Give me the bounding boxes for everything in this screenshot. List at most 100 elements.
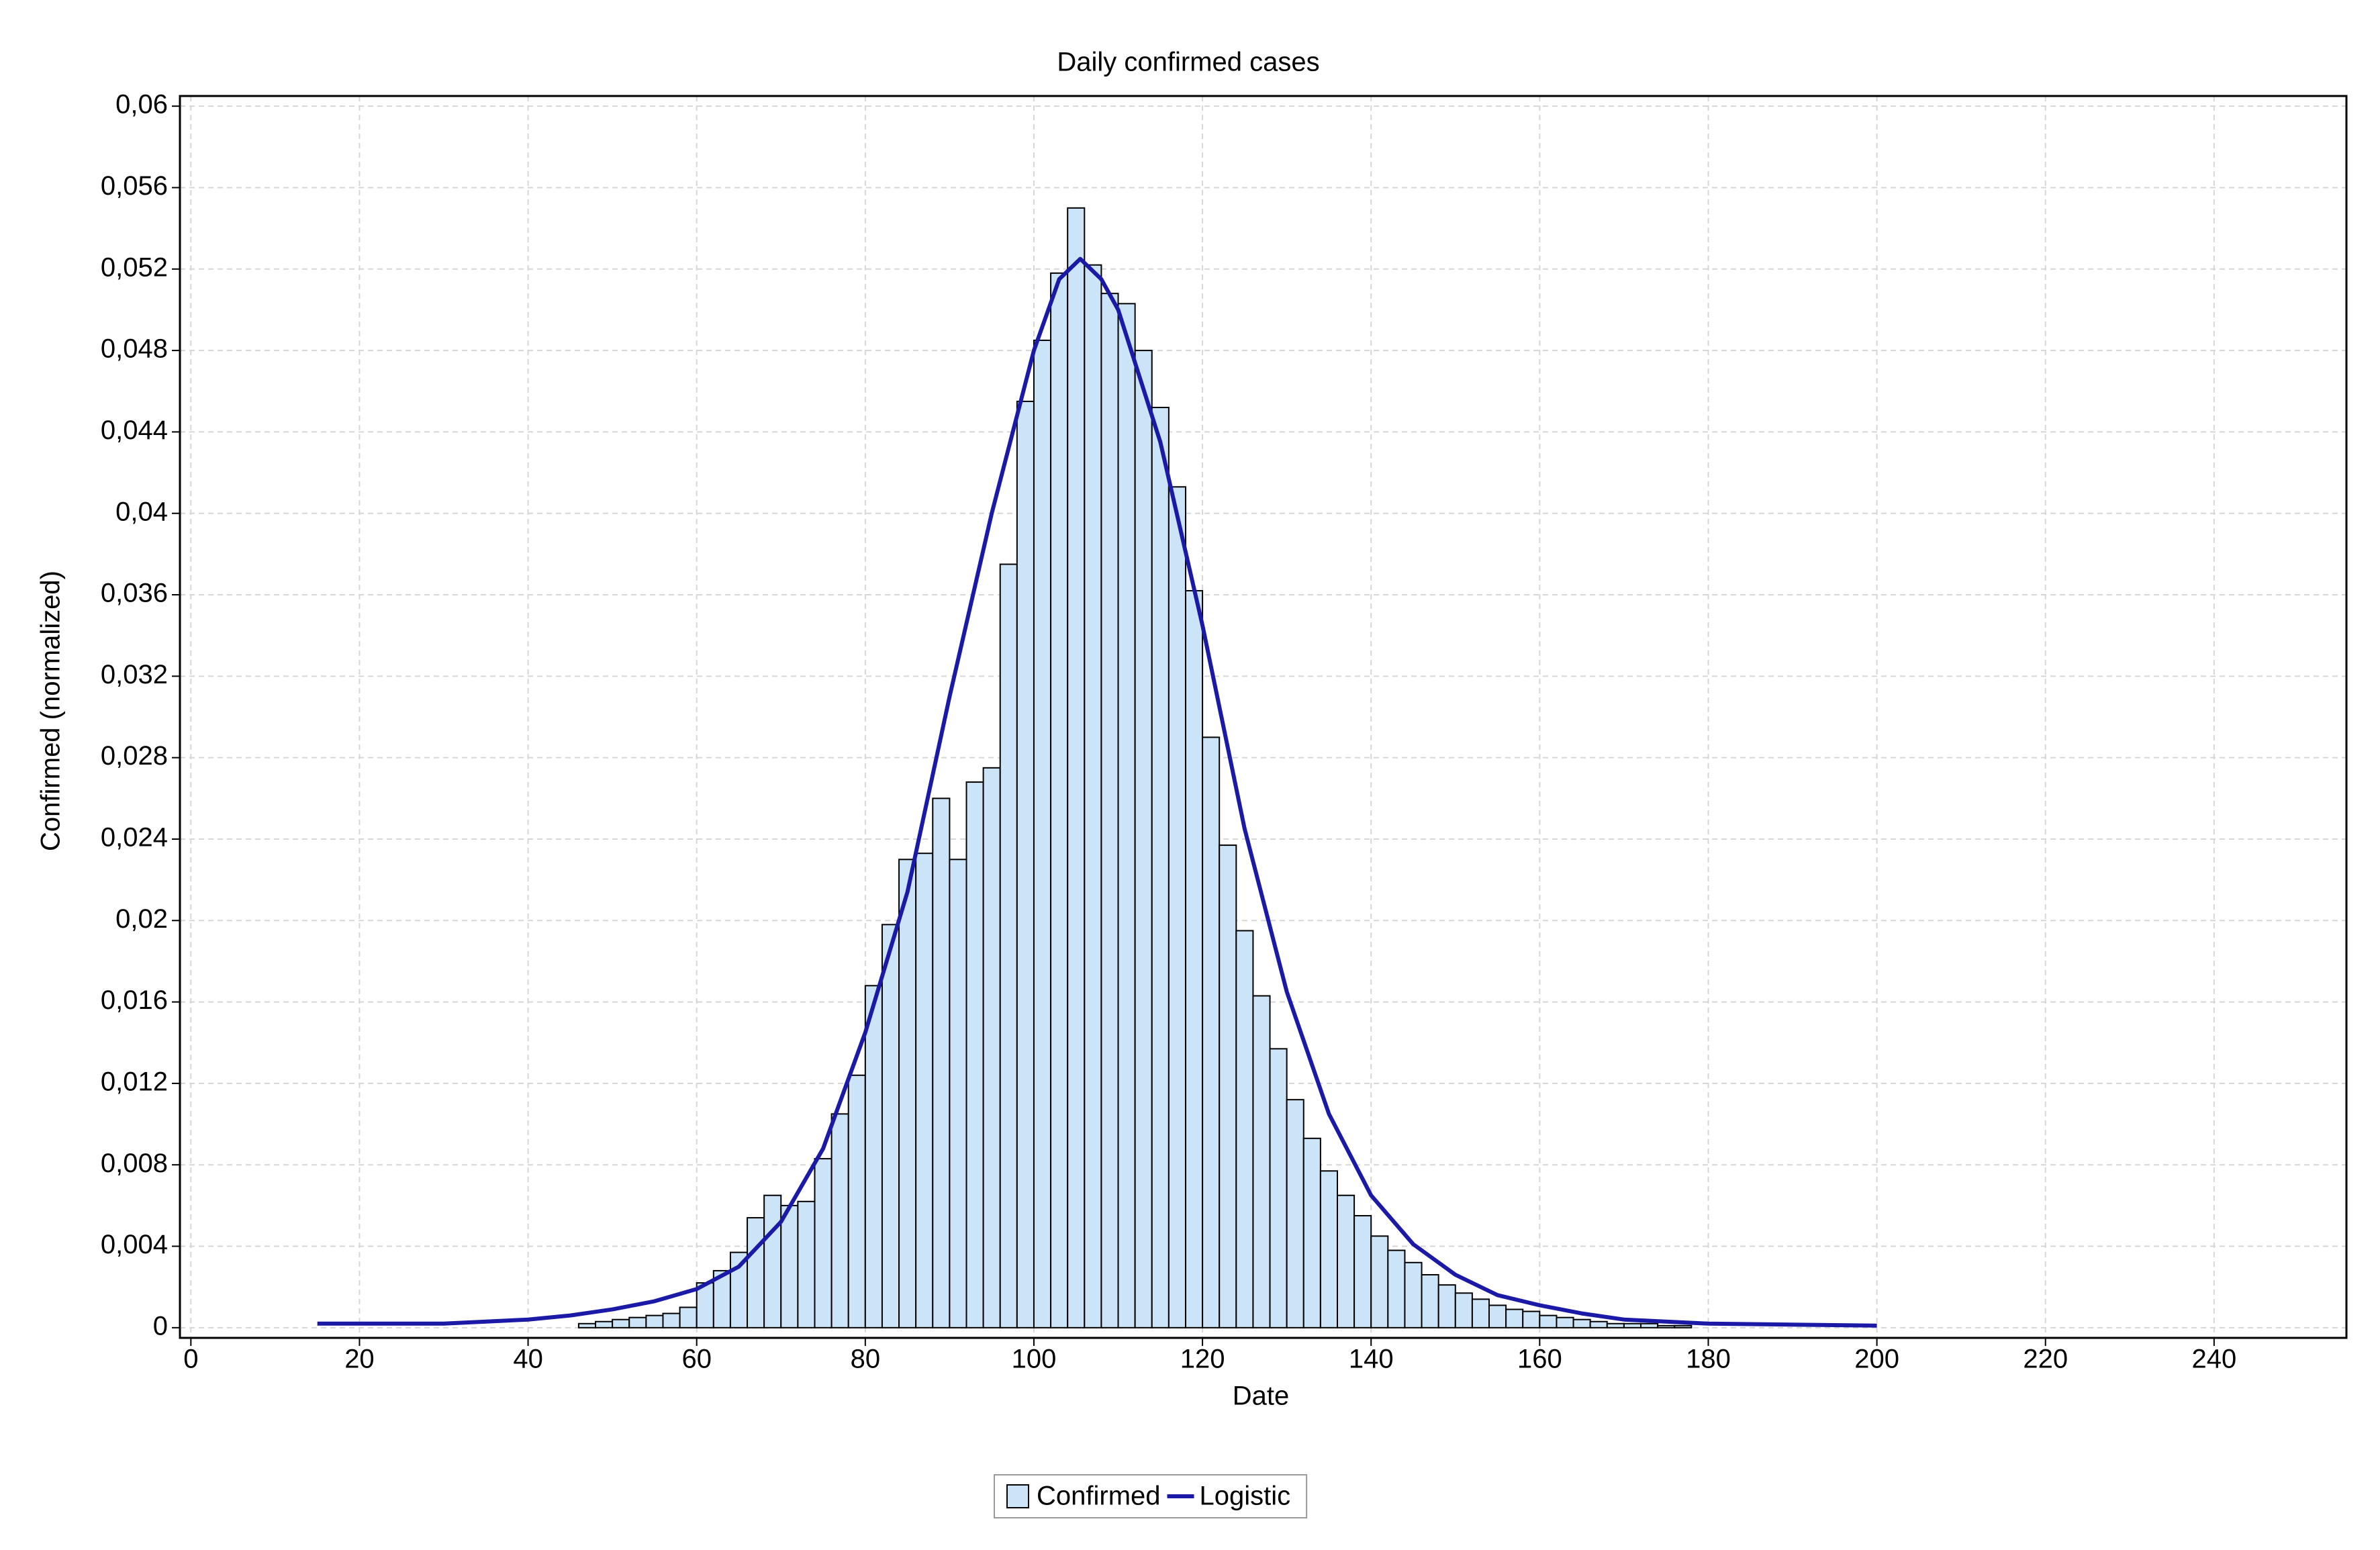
bar xyxy=(1084,264,1102,1328)
bar xyxy=(1168,486,1186,1328)
bar xyxy=(1488,1304,1507,1328)
bar xyxy=(1471,1298,1490,1328)
bar xyxy=(577,1322,597,1328)
bar xyxy=(932,797,951,1328)
chart-title: Daily confirmed cases xyxy=(1057,48,1319,77)
y-tick-label: 0,044 xyxy=(101,416,168,445)
y-tick-label: 0,036 xyxy=(101,579,168,608)
y-tick-label: 0,056 xyxy=(101,171,168,201)
bar xyxy=(1522,1310,1541,1328)
y-tick-label: 0,008 xyxy=(101,1149,168,1178)
bar xyxy=(949,859,967,1328)
x-tick-label: 180 xyxy=(1686,1345,1731,1374)
x-tick-label: 0 xyxy=(183,1345,198,1374)
y-tick-label: 0,012 xyxy=(101,1067,168,1096)
plot-frame xyxy=(179,95,2348,1339)
bar xyxy=(1387,1249,1406,1328)
bar xyxy=(1050,272,1069,1328)
legend: Confirmed Logistic xyxy=(994,1474,1308,1518)
bar xyxy=(1640,1322,1659,1328)
bar xyxy=(797,1200,816,1328)
y-tick-label: 0,004 xyxy=(101,1230,168,1259)
bar xyxy=(1353,1215,1372,1328)
x-tick-label: 240 xyxy=(2191,1345,2236,1374)
bar xyxy=(1437,1284,1456,1328)
bar xyxy=(830,1113,849,1328)
bar xyxy=(1033,339,1052,1328)
y-tick-label: 0 xyxy=(153,1311,168,1341)
bar xyxy=(1572,1318,1591,1328)
x-axis-label: Date xyxy=(1233,1382,1290,1411)
bar xyxy=(1302,1137,1321,1328)
bar xyxy=(628,1316,647,1328)
bar xyxy=(595,1320,614,1328)
bar xyxy=(1623,1322,1642,1328)
bar xyxy=(1016,400,1035,1328)
bar xyxy=(1589,1320,1608,1328)
bar xyxy=(847,1074,866,1328)
y-tick-label: 0,052 xyxy=(101,252,168,282)
bar xyxy=(645,1314,664,1328)
x-tick-label: 220 xyxy=(2023,1345,2068,1374)
x-tick-label: 140 xyxy=(1349,1345,1394,1374)
bar xyxy=(1067,207,1086,1328)
bar xyxy=(696,1282,714,1328)
bar xyxy=(1370,1235,1389,1328)
y-tick-label: 0,04 xyxy=(115,497,168,526)
bar xyxy=(999,563,1018,1328)
bar xyxy=(1539,1314,1558,1328)
y-tick-label: 0,032 xyxy=(101,660,168,689)
bar xyxy=(612,1318,630,1328)
x-tick-label: 200 xyxy=(1854,1345,1899,1374)
line xyxy=(317,256,1877,1328)
bar xyxy=(1117,303,1136,1328)
bar xyxy=(1184,589,1204,1328)
x-tick-label: 20 xyxy=(344,1345,375,1374)
x-tick-label: 60 xyxy=(681,1345,712,1374)
x-tick-label: 120 xyxy=(1180,1345,1225,1374)
bar xyxy=(814,1158,832,1328)
bar xyxy=(1556,1316,1574,1328)
x-tick-label: 160 xyxy=(1517,1345,1562,1374)
x-tick-label: 80 xyxy=(851,1345,881,1374)
bar xyxy=(965,781,984,1328)
bar xyxy=(729,1251,749,1328)
legend-box xyxy=(994,1474,1308,1518)
bar xyxy=(1421,1273,1439,1328)
bar xyxy=(679,1306,698,1328)
bar xyxy=(1606,1322,1625,1328)
bar xyxy=(1235,930,1254,1328)
bar xyxy=(1219,844,1237,1328)
bar xyxy=(1505,1308,1524,1328)
bar xyxy=(1454,1292,1473,1328)
bar xyxy=(763,1194,782,1328)
bar xyxy=(1134,350,1153,1328)
bar xyxy=(1657,1324,1676,1328)
legend-label: Confirmed xyxy=(1037,1482,1161,1511)
bar xyxy=(1404,1261,1423,1328)
bar xyxy=(1202,736,1221,1328)
bar xyxy=(982,767,1001,1328)
bar xyxy=(898,859,917,1328)
bar xyxy=(1336,1194,1355,1328)
legend-swatch xyxy=(1006,1484,1029,1508)
x-tick-label: 40 xyxy=(513,1345,543,1374)
y-tick-label: 0,024 xyxy=(101,823,168,853)
y-tick-label: 0,028 xyxy=(101,741,168,771)
bar xyxy=(1286,1099,1304,1328)
bar xyxy=(864,985,883,1328)
bar xyxy=(1674,1324,1693,1328)
legend-label: Logistic xyxy=(1200,1482,1291,1511)
bar xyxy=(1252,995,1271,1328)
bar xyxy=(662,1312,681,1328)
bar xyxy=(915,853,934,1328)
bar xyxy=(1269,1048,1288,1328)
bar xyxy=(1100,293,1119,1328)
y-axis-label: Confirmed (normalized) xyxy=(36,571,66,851)
bar xyxy=(780,1204,799,1328)
y-tick-label: 0,06 xyxy=(115,90,168,119)
x-tick-label: 100 xyxy=(1012,1345,1057,1374)
y-tick-label: 0,048 xyxy=(101,334,168,364)
